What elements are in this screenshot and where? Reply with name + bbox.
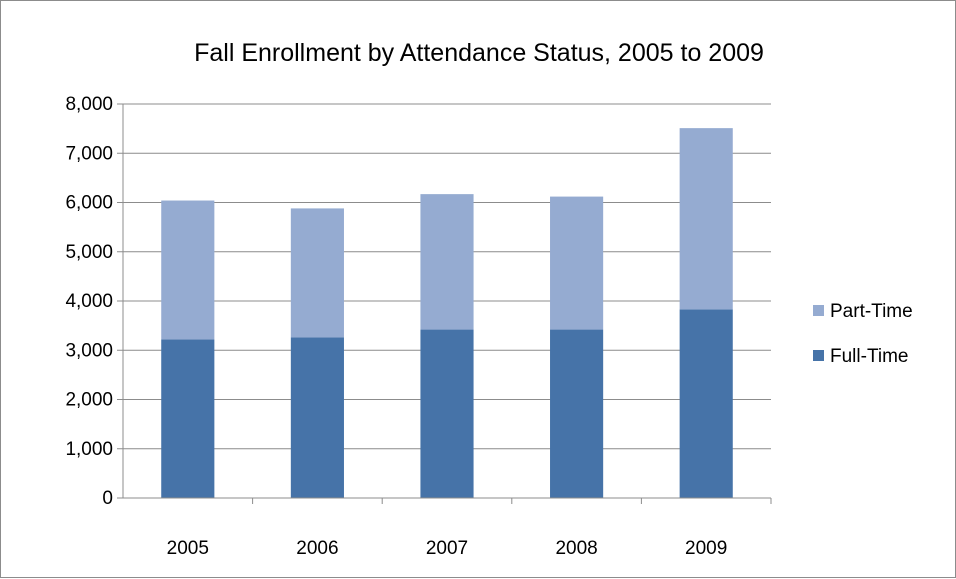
bar-full-time-2009 (679, 309, 733, 498)
x-tick-label: 2006 (296, 538, 338, 559)
y-tick-label: 3,000 (65, 340, 113, 361)
x-tick-label: 2008 (555, 538, 597, 559)
legend-swatch-part-time (813, 305, 824, 316)
y-tick-label: 2,000 (65, 390, 113, 411)
legend-layer: Part-Time Full-Time (813, 301, 913, 367)
bar-part-time-2005 (161, 200, 215, 340)
legend-label-full-time: Full-Time (830, 346, 908, 367)
axis-layer: 0 1,000 2,000 3,000 4,000 5,000 6,000 7,000 8,00… (65, 94, 772, 559)
x-tick-label: 2007 (426, 538, 468, 559)
y-tick-label: 1,000 (65, 439, 113, 460)
bar-part-time-2006 (290, 208, 344, 338)
legend-swatch-full-time (813, 350, 824, 361)
bars-layer (161, 128, 733, 498)
x-tick-label: 2005 (167, 538, 209, 559)
y-tick-label: 8,000 (65, 94, 113, 115)
y-tick-label: 5,000 (65, 242, 113, 263)
bar-full-time-2006 (290, 337, 344, 498)
y-tick-label: 7,000 (65, 143, 113, 164)
x-tick-label: 2009 (685, 538, 727, 559)
legend-label-part-time: Part-Time (830, 301, 913, 322)
chart-title: Fall Enrollment by Attendance Status, 20… (194, 39, 764, 67)
bar-full-time-2008 (550, 329, 604, 498)
y-tick-label: 6,000 (65, 193, 113, 214)
bar-part-time-2007 (420, 194, 474, 330)
bar-part-time-2008 (550, 196, 604, 330)
bar-full-time-2007 (420, 329, 474, 498)
y-tick-label: 0 (102, 488, 113, 509)
y-tick-label: 4,000 (65, 291, 113, 312)
bar-full-time-2005 (161, 339, 215, 498)
bar-part-time-2009 (679, 128, 733, 310)
